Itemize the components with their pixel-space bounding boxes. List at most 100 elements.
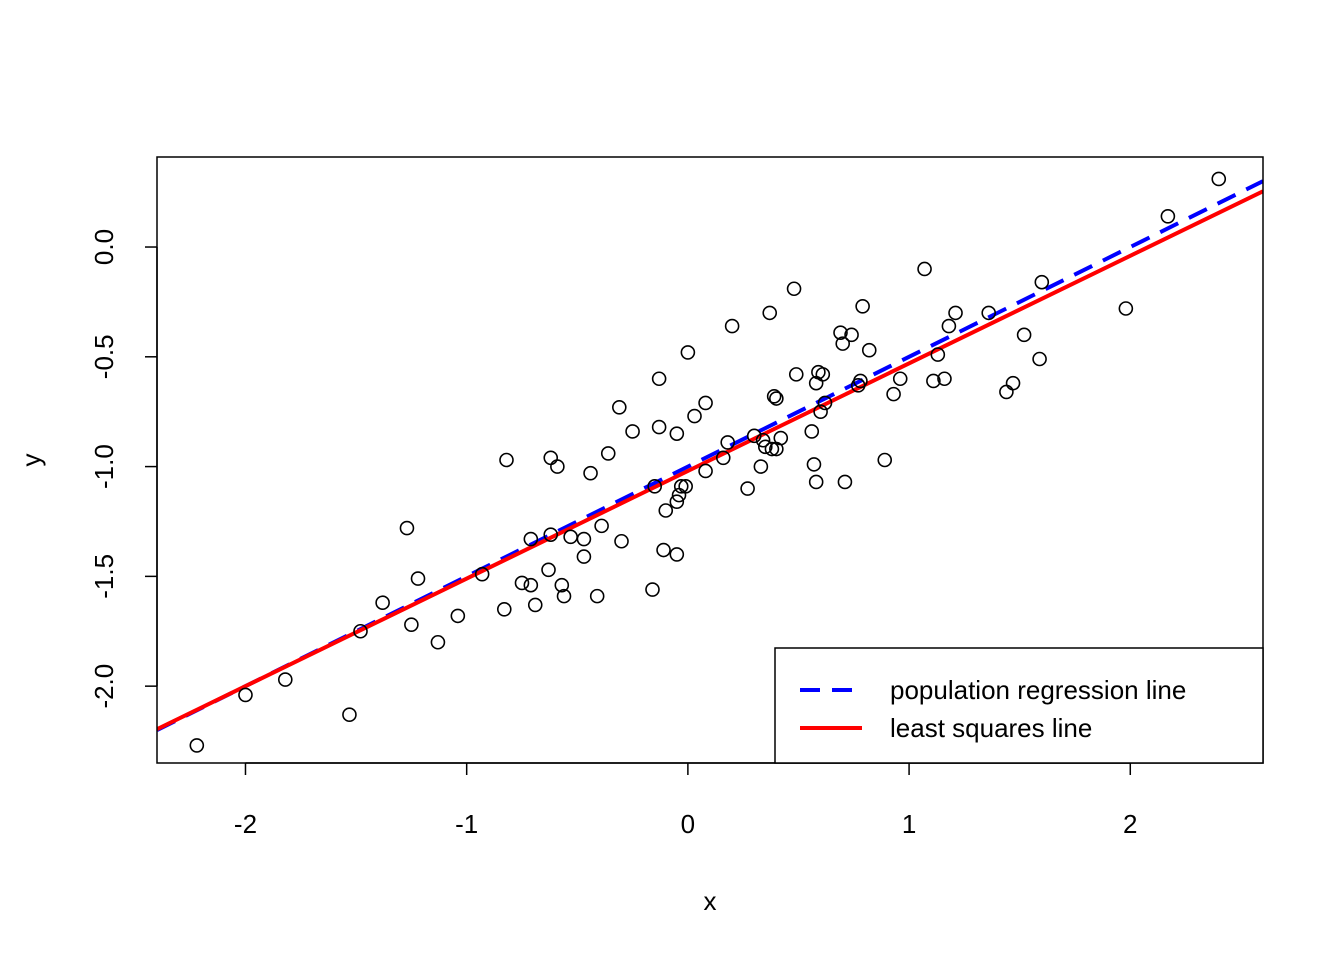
data-point [651, 371, 667, 387]
y-tick-label: -1.0 [89, 444, 119, 489]
data-point [1211, 171, 1227, 187]
x-tick-label: -2 [234, 809, 257, 839]
data-point [766, 389, 782, 404]
x-axis-title: x [704, 886, 717, 916]
data-points [189, 171, 1227, 753]
data-point [804, 424, 820, 439]
data-point [430, 634, 446, 650]
data-point [948, 305, 963, 321]
data-point [450, 608, 466, 624]
data-point [238, 687, 253, 703]
data-point [773, 430, 789, 446]
data-point [523, 531, 539, 547]
data-point [612, 400, 627, 415]
data-point [669, 426, 685, 441]
data-point [614, 533, 629, 549]
data-point [673, 479, 689, 494]
y-tick-label: 0.0 [89, 229, 119, 265]
data-point [786, 281, 802, 297]
data-point [855, 299, 870, 314]
data-point [835, 336, 851, 351]
data-point [917, 261, 932, 277]
data-point [647, 479, 663, 494]
x-tick-label: -1 [455, 809, 478, 839]
data-point [589, 588, 605, 604]
data-point [499, 452, 514, 468]
data-point [892, 371, 908, 387]
data-point [656, 542, 671, 558]
data-point [813, 404, 828, 419]
data-point [1005, 375, 1021, 391]
data-point [399, 520, 415, 536]
data-point [769, 391, 784, 406]
data-point [658, 503, 674, 518]
data-point [342, 707, 357, 722]
data-point [1032, 351, 1047, 367]
data-point [762, 305, 778, 321]
data-point [1160, 208, 1176, 224]
regression-lines [157, 179, 1263, 732]
data-point [687, 408, 702, 424]
data-point [746, 428, 762, 444]
data-point [576, 531, 592, 547]
data-point [678, 479, 693, 494]
data-point [563, 529, 578, 545]
data-point [1016, 327, 1032, 343]
data-point [645, 582, 660, 597]
legend: population regression line least squares… [774, 647, 1264, 764]
x-axis: -2 -1 0 1 2 [234, 762, 1138, 839]
data-point [698, 395, 713, 411]
data-point [715, 450, 731, 466]
data-point [541, 562, 556, 578]
data-point [576, 549, 592, 564]
data-point [680, 345, 696, 360]
data-point [375, 595, 390, 611]
data-point [554, 577, 570, 593]
data-point [930, 347, 946, 362]
x-tick-label: 1 [902, 809, 916, 839]
data-point [999, 384, 1014, 400]
data-point [543, 450, 559, 466]
data-point [474, 566, 490, 582]
data-point [556, 588, 572, 604]
data-point [753, 459, 769, 474]
data-point [806, 457, 822, 472]
legend-label-least-squares-line: least squares line [890, 713, 1092, 743]
y-tick-label: -1.5 [89, 554, 119, 599]
data-point [1118, 301, 1134, 316]
data-point [1034, 274, 1050, 290]
data-point [514, 575, 530, 591]
data-point [669, 547, 685, 562]
data-point [527, 597, 543, 613]
data-point [937, 371, 952, 387]
data-point [543, 527, 559, 542]
data-point [496, 602, 512, 617]
y-axis-title: y [16, 454, 46, 467]
data-point [886, 386, 901, 402]
data-point [808, 474, 824, 490]
data-point [594, 518, 609, 534]
data-point [550, 459, 565, 474]
data-point [757, 439, 773, 455]
data-point [189, 738, 205, 753]
data-point [625, 424, 640, 439]
x-tick-label: 2 [1123, 809, 1137, 839]
y-axis: -2.0 -1.5 -1.0 -0.5 0.0 [89, 229, 158, 709]
data-point [404, 617, 419, 632]
data-point [410, 571, 426, 586]
data-point [651, 419, 667, 435]
y-tick-label: -0.5 [89, 334, 119, 379]
data-point [724, 318, 740, 334]
data-point [844, 327, 859, 343]
data-point [877, 452, 893, 468]
data-point [720, 435, 735, 450]
data-point [981, 305, 997, 321]
data-point [817, 395, 833, 411]
data-point [353, 623, 368, 639]
data-point [853, 373, 868, 389]
data-point [926, 373, 941, 389]
data-point [764, 441, 780, 457]
data-point [941, 318, 957, 334]
legend-box [774, 647, 1264, 764]
